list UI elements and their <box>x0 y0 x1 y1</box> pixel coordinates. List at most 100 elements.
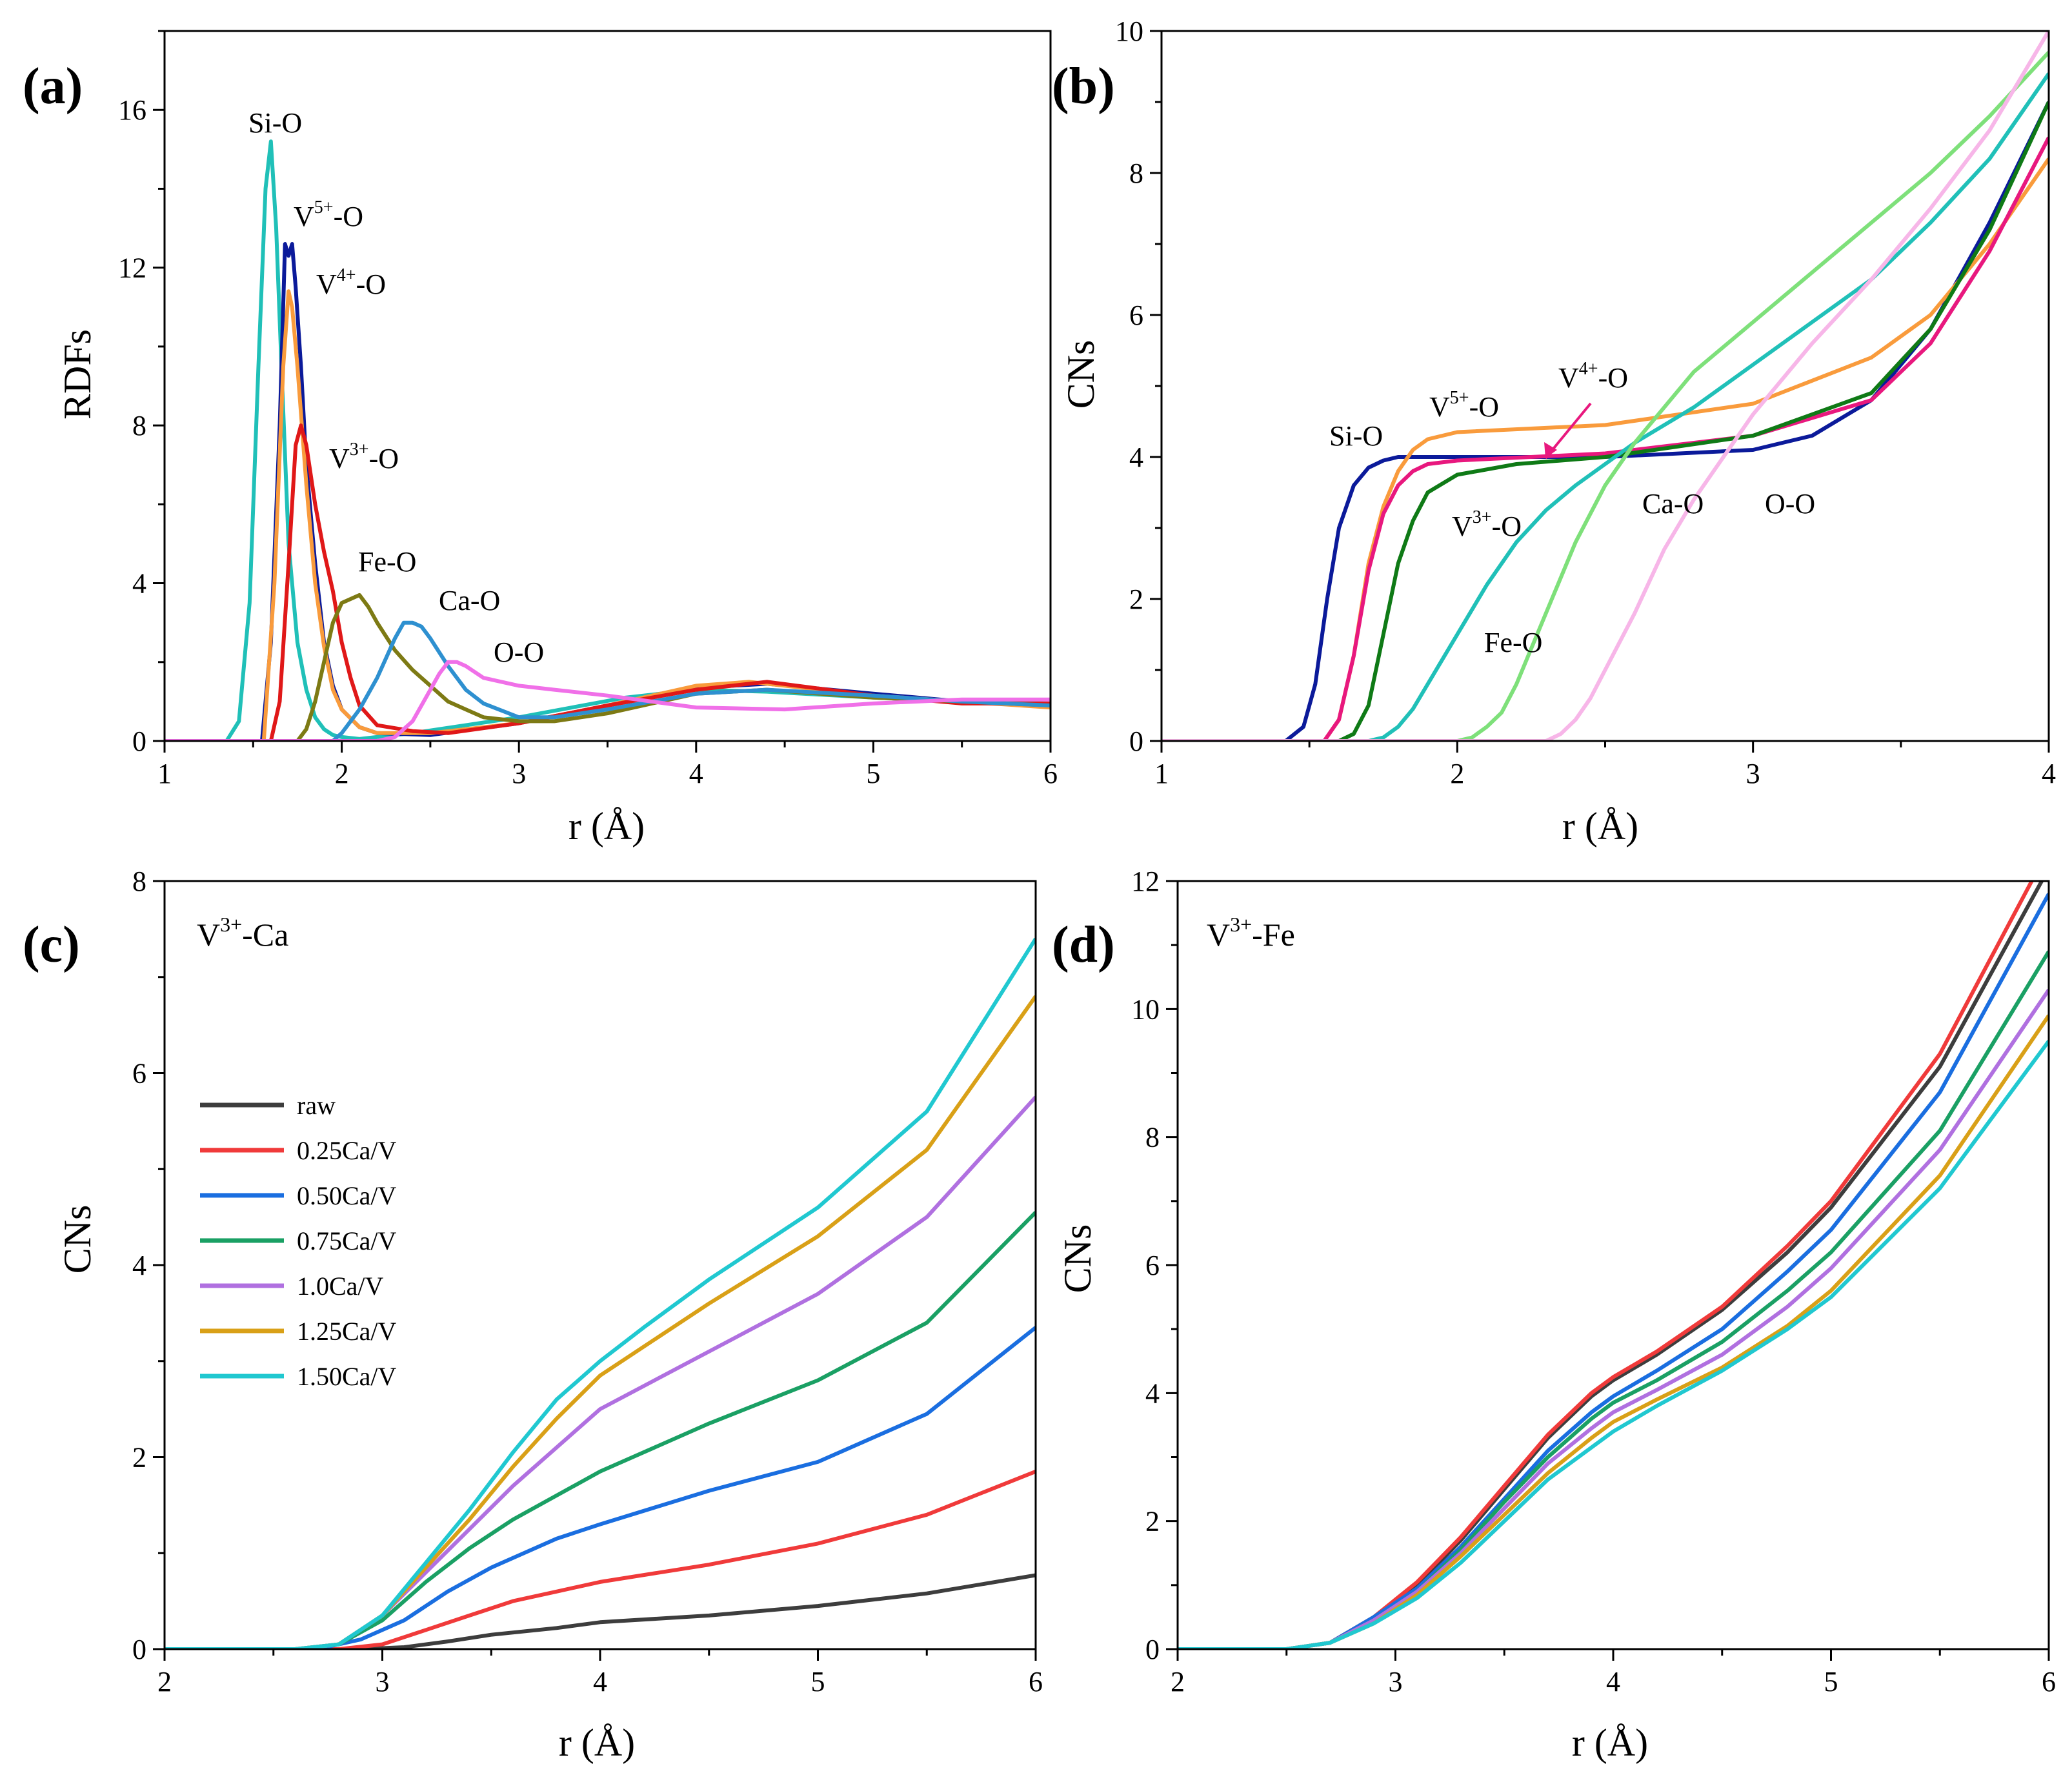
panel-b-label-ca-o: Ca-O <box>1642 488 1704 520</box>
panel-b: 1 2 3 4 0 2 4 6 8 10 (b) r (Å) CNs Si-O V5+-O V4+… <box>1052 15 2056 847</box>
panel-d-series-group <box>1178 881 2049 1649</box>
panel-b-label-fe-o: Fe-O <box>1484 627 1542 658</box>
panel-b-ytick-label: 0 <box>1129 725 1143 757</box>
panel-b-series-group <box>1162 31 2049 741</box>
panel-b-ytick-label: 4 <box>1129 441 1143 473</box>
panel-b-ylabel: CNs <box>1060 340 1102 409</box>
panel-c-xtick-label: 3 <box>376 1666 390 1698</box>
panel-a-xtick-label: 5 <box>866 758 880 789</box>
panel-d-ytick-label: 10 <box>1131 993 1160 1025</box>
panel-d-ytick-label: 12 <box>1131 866 1160 897</box>
panel-b-ytick-label: 10 <box>1115 15 1143 47</box>
panel-b-ytick-label: 6 <box>1129 299 1143 331</box>
panel-c-xtick-label: 5 <box>811 1666 825 1698</box>
panel-c-ytick-label: 0 <box>132 1634 146 1665</box>
panel-c-title: V3+-Ca <box>197 913 288 953</box>
legend-label: 0.75Ca/V <box>297 1226 397 1255</box>
panel-b-series-fe-o <box>1162 72 2049 741</box>
panel-b-plot-area: 1 2 3 4 0 2 4 6 8 10 <box>1115 15 2056 789</box>
panel-a-xtick-label: 1 <box>157 758 172 789</box>
panel-c-ytick-label: 4 <box>132 1250 146 1281</box>
panel-a-ytick-label: 4 <box>132 568 146 600</box>
panel-a-series-v4-o <box>165 289 1051 741</box>
panel-b-xtick-label: 3 <box>1746 758 1760 789</box>
panel-a-series-o-o <box>165 660 1051 741</box>
panel-c-series-0-50ca-v <box>165 1326 1036 1649</box>
panel-b-ytick-label: 2 <box>1129 583 1143 615</box>
panel-b-xtick-label: 2 <box>1450 758 1464 789</box>
panel-a-xtick-label: 4 <box>689 758 703 789</box>
panel-b-xtick-label: 1 <box>1154 758 1169 789</box>
panel-a-ytick-label: 12 <box>118 252 146 284</box>
panel-a-ytick-label: 16 <box>118 94 146 126</box>
panel-d-xlabel: r (Å) <box>1572 1721 1648 1764</box>
panel-a-series-v3-o <box>165 423 1051 741</box>
panel-d-series-0-75ca-v <box>1178 950 2049 1649</box>
panel-b-label-o-o: O-O <box>1765 488 1815 520</box>
panel-a-series-ca-o <box>165 620 1051 741</box>
legend-label: 0.50Ca/V <box>297 1181 397 1210</box>
panel-a-label-si-o: Si-O <box>248 107 302 139</box>
panel-b-series-v3-o <box>1162 101 2049 741</box>
legend-label: 1.0Ca/V <box>297 1272 384 1301</box>
panel-a-label-v4-o: V4+-O <box>316 265 386 300</box>
panel-a-label-ca-o: Ca-O <box>439 585 500 616</box>
panel-a-label-o-o: O-O <box>494 636 544 668</box>
panel-d-xtick-label: 2 <box>1171 1666 1185 1698</box>
panel-a-series-v5-o <box>165 242 1051 741</box>
panel-d-series-1-0ca-v <box>1178 988 2049 1649</box>
panel-d-xtick-label: 4 <box>1606 1666 1620 1698</box>
panel-b-v4-arrowhead <box>1544 442 1557 458</box>
panel-d-letter: (d) <box>1052 917 1115 973</box>
panel-c-ytick-label: 6 <box>132 1058 146 1090</box>
panel-c-xtick-label: 2 <box>157 1666 172 1698</box>
panel-d-ytick-label: 6 <box>1145 1250 1160 1281</box>
panel-b-series-si-o <box>1162 101 2049 741</box>
panel-c-xlabel: r (Å) <box>559 1721 635 1764</box>
panel-b-letter: (b) <box>1052 58 1115 115</box>
panel-b-series-v5-o <box>1162 157 2049 741</box>
panel-d-title: V3+-Fe <box>1207 913 1295 953</box>
panel-d-ylabel: CNs <box>1056 1224 1099 1293</box>
panel-c-series-0-25ca-v <box>165 1470 1036 1649</box>
panel-a-xlabel: r (Å) <box>568 805 645 847</box>
panel-b-ytick-label: 8 <box>1129 157 1143 189</box>
panel-d-ytick-label: 2 <box>1145 1506 1160 1537</box>
panel-d-xtick-label: 6 <box>2042 1666 2056 1698</box>
panel-b-label-v4-o: V4+-O <box>1558 359 1628 394</box>
panel-d-series-1-25ca-v <box>1178 1014 2049 1649</box>
panel-c-series-1-50ca-v <box>165 937 1036 1649</box>
panel-d-series-0-25ca-v <box>1178 881 2035 1649</box>
panel-c-xtick-label: 4 <box>593 1666 607 1698</box>
legend-label: 1.25Ca/V <box>297 1317 397 1346</box>
panel-b-series-ca-o <box>1162 50 2049 741</box>
panel-c-ytick-label: 8 <box>132 866 146 897</box>
panel-a-label-v5-o: V5+-O <box>294 198 363 232</box>
legend-label: 1.50Ca/V <box>297 1362 397 1391</box>
panel-c-series-1-25ca-v <box>165 995 1036 1649</box>
panel-b-series-o-o <box>1162 31 2049 741</box>
panel-a-label-fe-o: Fe-O <box>358 546 416 578</box>
panel-c-legend: raw 0.25Ca/V 0.50Ca/V 0.75Ca/V 1.0Ca/V 1.25Ca… <box>200 1091 397 1391</box>
panel-d-series-0-50ca-v <box>1178 893 2049 1649</box>
panel-c-ytick-label: 2 <box>132 1442 146 1474</box>
panel-a-series-group <box>165 139 1051 741</box>
panel-c-series-raw <box>165 1573 1036 1649</box>
panel-a-ylabel: RDFs <box>56 329 99 420</box>
panel-d-ytick-label: 4 <box>1145 1377 1160 1409</box>
legend-label: 0.25Ca/V <box>297 1136 397 1165</box>
panel-a-letter: (a) <box>23 58 83 115</box>
panel-a-xtick-label: 2 <box>335 758 349 789</box>
panel-c-series-group <box>165 937 1036 1649</box>
panel-a-series-fe-o <box>165 593 1051 741</box>
panel-c-xtick-label: 6 <box>1029 1666 1043 1698</box>
panel-d-ytick-label: 0 <box>1145 1634 1160 1665</box>
panel-a-ytick-label: 0 <box>132 725 146 757</box>
panel-d-xtick-label: 3 <box>1389 1666 1403 1698</box>
panel-c-frame <box>163 880 1037 1650</box>
panel-c-ylabel: CNs <box>56 1205 99 1274</box>
panel-c-series-1-0ca-v <box>165 1095 1036 1649</box>
